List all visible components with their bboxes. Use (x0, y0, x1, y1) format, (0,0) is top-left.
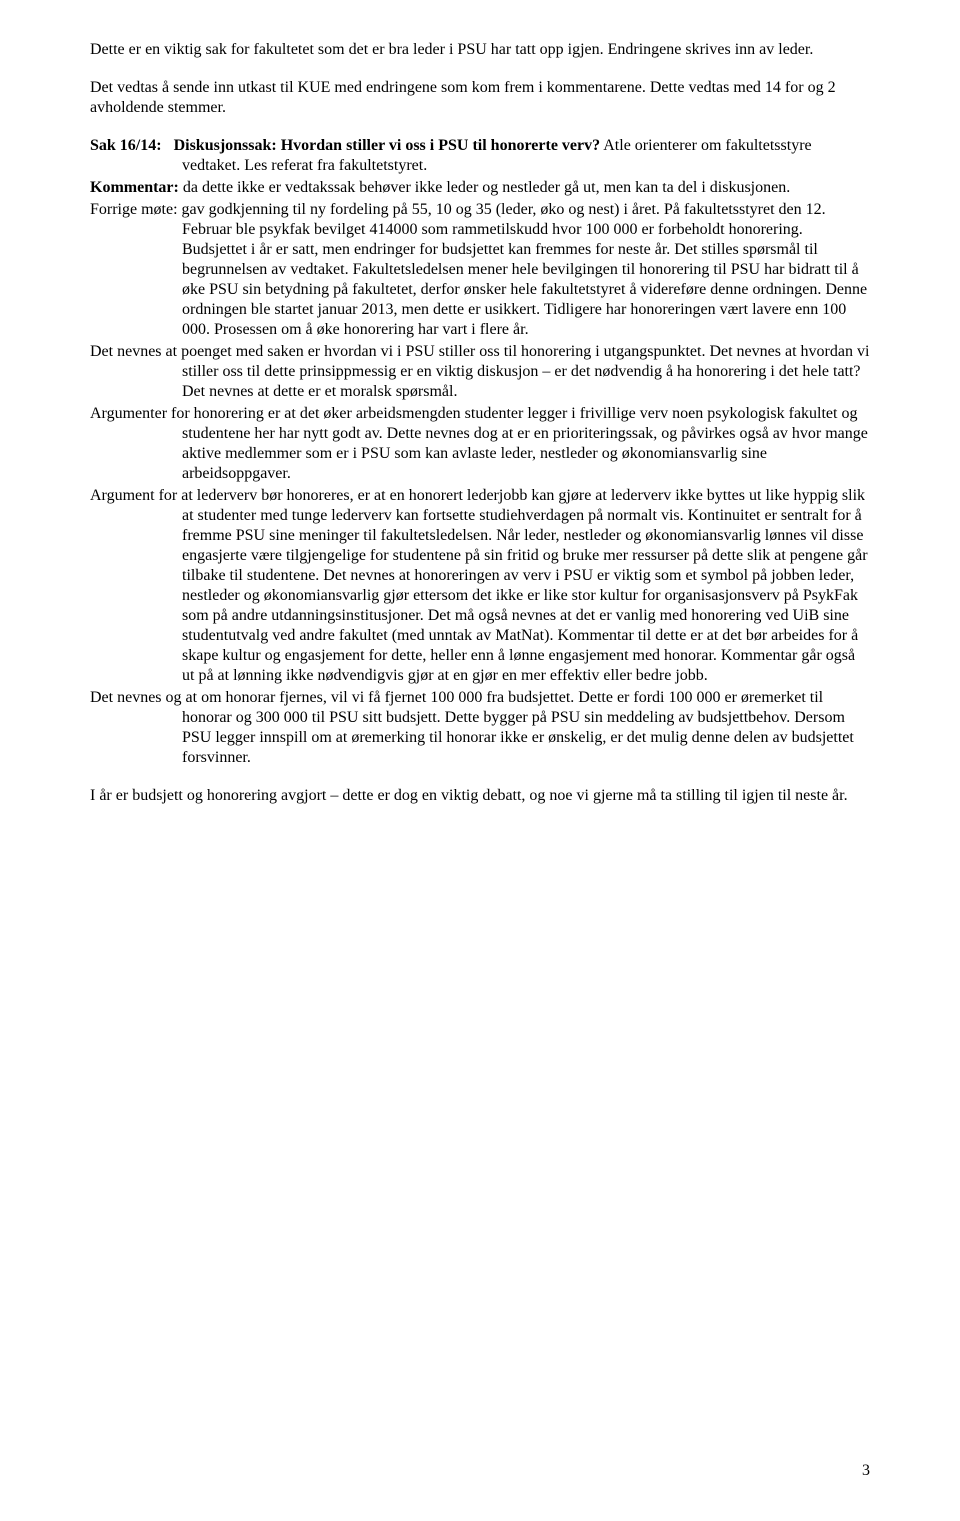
sak-label: Sak 16/14: (90, 137, 162, 154)
kommentar-label: Kommentar: (90, 179, 179, 196)
body-paragraph-2: Argumenter for honorering er at det øker… (90, 404, 870, 484)
sak-title: Diskusjonssak: Hvordan stiller vi oss i … (174, 137, 601, 154)
body-paragraph-3: Argument for at lederverv bør honoreres,… (90, 486, 870, 686)
final-paragraph: I år er budsjett og honorering avgjort –… (90, 786, 870, 806)
intro-paragraph-1: Dette er en viktig sak for fakultetet so… (90, 40, 870, 60)
sak-item: Sak 16/14: Diskusjonssak: Hvordan stille… (90, 136, 870, 176)
document-page: Dette er en viktig sak for fakultetet so… (0, 0, 960, 1521)
page-number: 3 (862, 1461, 870, 1481)
kommentar-item: Kommentar: da dette ikke er vedtakssak b… (90, 178, 870, 198)
body-paragraph-4: Det nevnes og at om honorar fjernes, vil… (90, 688, 870, 768)
intro-paragraph-2: Det vedtas å sende inn utkast til KUE me… (90, 78, 870, 118)
kommentar-text: da dette ikke er vedtakssak behøver ikke… (183, 179, 790, 196)
forrige-mote-paragraph: Forrige møte: gav godkjenning til ny for… (90, 200, 870, 340)
body-paragraph-1: Det nevnes at poenget med saken er hvord… (90, 342, 870, 402)
